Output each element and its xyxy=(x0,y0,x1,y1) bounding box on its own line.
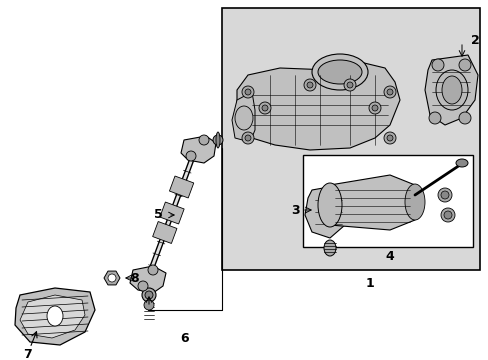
Ellipse shape xyxy=(383,86,395,98)
Polygon shape xyxy=(169,176,193,198)
Text: 8: 8 xyxy=(130,271,139,284)
Ellipse shape xyxy=(108,274,116,282)
Ellipse shape xyxy=(431,59,443,71)
Polygon shape xyxy=(329,175,414,230)
Polygon shape xyxy=(104,271,120,285)
Bar xyxy=(222,8,479,270)
Ellipse shape xyxy=(440,208,454,222)
Ellipse shape xyxy=(235,106,252,130)
Ellipse shape xyxy=(216,132,220,148)
Ellipse shape xyxy=(383,132,395,144)
Polygon shape xyxy=(231,92,254,142)
Ellipse shape xyxy=(371,105,377,111)
Ellipse shape xyxy=(242,86,253,98)
Ellipse shape xyxy=(428,112,440,124)
Polygon shape xyxy=(152,221,177,243)
Ellipse shape xyxy=(455,159,467,167)
Polygon shape xyxy=(237,62,399,150)
Text: 6: 6 xyxy=(181,332,189,345)
Ellipse shape xyxy=(213,135,223,145)
Ellipse shape xyxy=(386,89,392,95)
Ellipse shape xyxy=(138,281,148,291)
Ellipse shape xyxy=(435,70,467,110)
Ellipse shape xyxy=(47,306,63,326)
Ellipse shape xyxy=(346,82,352,88)
Ellipse shape xyxy=(145,291,153,299)
Ellipse shape xyxy=(244,135,250,141)
Polygon shape xyxy=(424,55,477,125)
Polygon shape xyxy=(20,295,85,338)
Text: 2: 2 xyxy=(469,33,478,46)
Ellipse shape xyxy=(244,89,250,95)
Bar xyxy=(303,155,472,247)
Ellipse shape xyxy=(304,79,315,91)
Ellipse shape xyxy=(306,82,312,88)
Ellipse shape xyxy=(441,76,461,104)
Ellipse shape xyxy=(437,188,451,202)
Ellipse shape xyxy=(311,54,367,90)
Ellipse shape xyxy=(317,183,341,227)
Ellipse shape xyxy=(343,79,355,91)
Ellipse shape xyxy=(142,288,156,302)
Ellipse shape xyxy=(262,105,267,111)
Ellipse shape xyxy=(458,112,470,124)
Text: 7: 7 xyxy=(22,348,31,360)
Text: 5: 5 xyxy=(153,208,162,221)
Ellipse shape xyxy=(440,191,448,199)
Ellipse shape xyxy=(148,265,158,275)
Ellipse shape xyxy=(143,300,154,310)
Text: 3: 3 xyxy=(290,203,299,216)
Ellipse shape xyxy=(458,59,470,71)
Ellipse shape xyxy=(317,60,361,84)
Polygon shape xyxy=(130,266,165,293)
Ellipse shape xyxy=(242,132,253,144)
Polygon shape xyxy=(15,288,95,345)
Text: 1: 1 xyxy=(365,277,374,290)
Ellipse shape xyxy=(386,135,392,141)
Ellipse shape xyxy=(199,135,208,145)
Ellipse shape xyxy=(368,102,380,114)
Ellipse shape xyxy=(443,211,451,219)
Polygon shape xyxy=(160,202,184,224)
Ellipse shape xyxy=(324,240,335,256)
Ellipse shape xyxy=(259,102,270,114)
Text: 4: 4 xyxy=(385,250,393,263)
Polygon shape xyxy=(181,136,216,163)
Ellipse shape xyxy=(185,151,196,161)
Ellipse shape xyxy=(404,184,424,220)
Polygon shape xyxy=(305,185,347,238)
